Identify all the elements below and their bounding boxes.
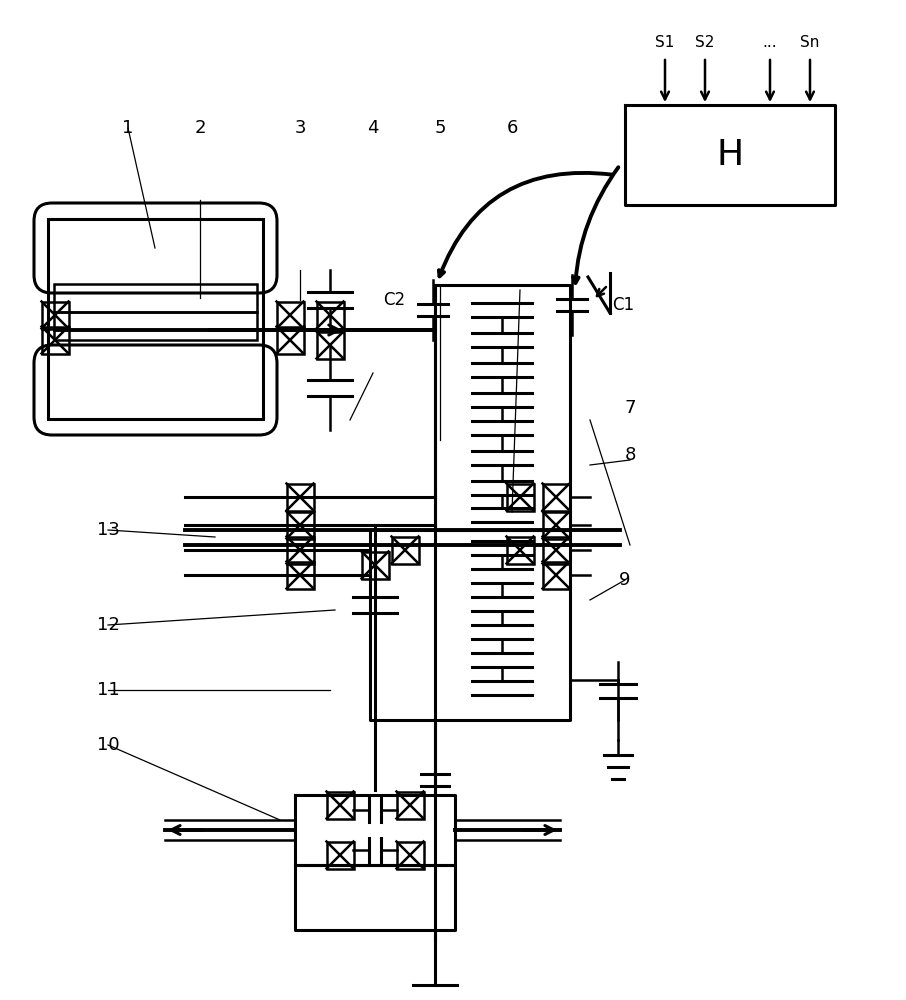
Text: 2: 2 bbox=[194, 119, 206, 137]
Text: Sn: Sn bbox=[800, 35, 820, 50]
Bar bbox=[543, 562, 570, 588]
Text: S1: S1 bbox=[655, 35, 675, 50]
Text: ...: ... bbox=[763, 35, 777, 50]
Bar bbox=[543, 512, 570, 538]
Bar bbox=[326, 792, 353, 818]
Bar bbox=[326, 842, 353, 868]
Bar bbox=[54, 312, 257, 340]
Bar bbox=[543, 484, 570, 510]
Bar bbox=[506, 536, 534, 564]
Bar bbox=[42, 302, 69, 328]
Text: 9: 9 bbox=[619, 571, 631, 589]
Text: 13: 13 bbox=[97, 521, 120, 539]
Bar bbox=[54, 284, 257, 312]
Bar bbox=[543, 536, 570, 564]
Text: 3: 3 bbox=[294, 119, 305, 137]
Text: C1: C1 bbox=[612, 296, 634, 314]
Bar bbox=[48, 219, 263, 419]
Bar bbox=[276, 302, 304, 328]
Bar bbox=[361, 552, 389, 578]
Bar bbox=[286, 536, 313, 564]
Text: C2: C2 bbox=[383, 291, 405, 309]
Bar bbox=[397, 842, 423, 868]
Text: 7: 7 bbox=[624, 399, 636, 417]
Bar bbox=[286, 484, 313, 510]
Bar bbox=[391, 536, 419, 564]
Bar bbox=[286, 562, 313, 588]
Text: 8: 8 bbox=[624, 446, 636, 464]
Text: S2: S2 bbox=[695, 35, 715, 50]
Text: 11: 11 bbox=[97, 681, 120, 699]
Bar bbox=[397, 792, 423, 818]
Text: 12: 12 bbox=[97, 616, 120, 634]
Text: 4: 4 bbox=[367, 119, 379, 137]
Bar bbox=[276, 326, 304, 354]
Text: 5: 5 bbox=[434, 119, 446, 137]
Text: 10: 10 bbox=[97, 736, 120, 754]
Bar bbox=[506, 484, 534, 510]
Bar bbox=[42, 326, 69, 354]
Bar bbox=[316, 332, 343, 359]
Text: 1: 1 bbox=[122, 119, 134, 137]
Text: 6: 6 bbox=[506, 119, 517, 137]
Bar bbox=[286, 512, 313, 538]
Text: H: H bbox=[717, 138, 744, 172]
Bar bbox=[316, 302, 343, 328]
